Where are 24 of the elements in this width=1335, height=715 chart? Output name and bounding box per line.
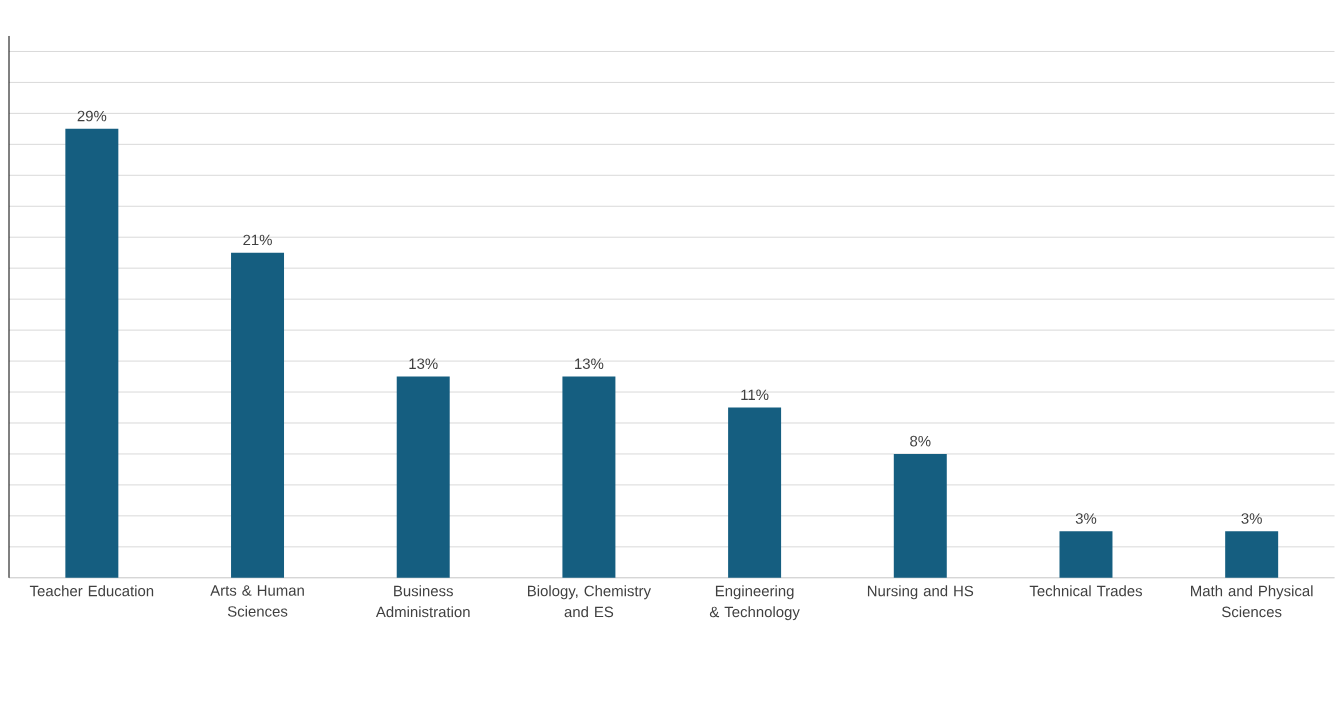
- x-tick-label: Business Administration: [375, 585, 470, 618]
- data-label: 13%: [409, 358, 438, 370]
- bar: [728, 407, 782, 578]
- x-tick-label: Biology, Chemistry and ES: [528, 585, 651, 618]
- x-tick-label: Technical Trades: [1029, 585, 1143, 597]
- data-label: 8%: [910, 435, 931, 447]
- data-label: 3%: [1075, 513, 1097, 524]
- bar: [893, 454, 947, 578]
- data-label: 13%: [575, 358, 604, 370]
- data-label: 11%: [741, 389, 769, 401]
- x-tick-label: Engineering & Technology: [709, 585, 800, 621]
- data-label: 3%: [1241, 513, 1262, 524]
- data-label: 29%: [77, 110, 107, 122]
- bar: [562, 376, 616, 578]
- bar: [65, 128, 119, 578]
- x-tick-label: Arts & Human Sciences: [210, 585, 304, 617]
- x-tick-label: Teacher Education: [29, 585, 154, 597]
- bar: [1059, 531, 1113, 578]
- data-label: 21%: [243, 234, 272, 246]
- bar: [231, 252, 285, 578]
- bar: [1225, 531, 1279, 578]
- x-tick-label: Math and Physical Sciences: [1191, 585, 1313, 618]
- x-tick-label: Nursing and HS: [867, 585, 974, 600]
- bar: [396, 376, 450, 578]
